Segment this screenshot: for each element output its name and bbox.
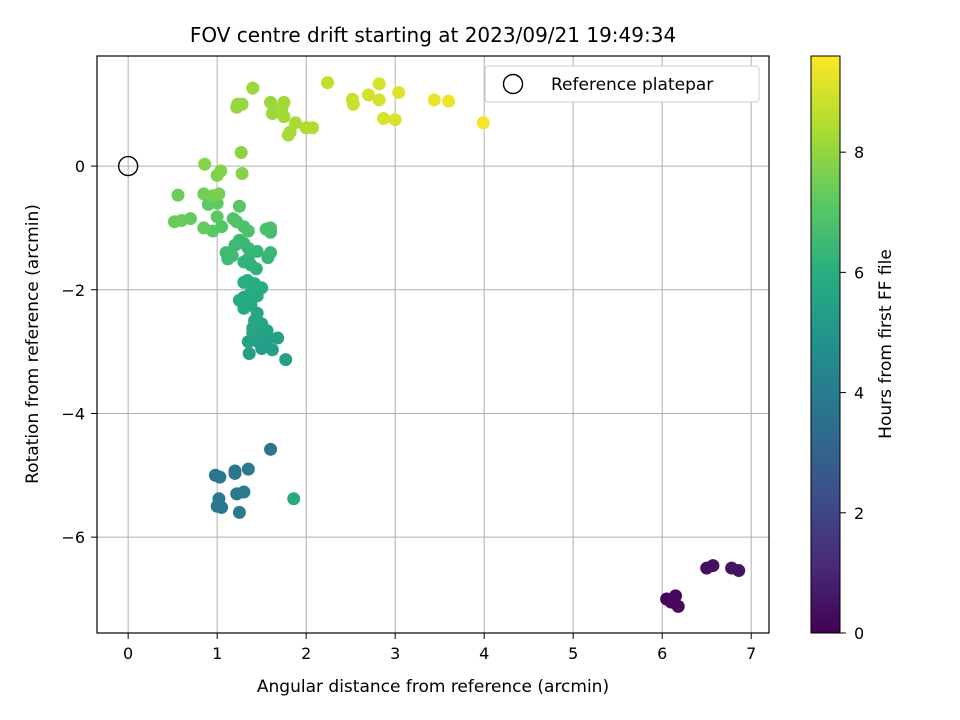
data-point <box>377 111 391 125</box>
data-point <box>288 116 302 130</box>
data-point <box>232 199 246 213</box>
data-point <box>242 346 256 360</box>
grid-lines <box>97 56 769 633</box>
data-point <box>321 76 335 90</box>
data-point <box>213 470 227 484</box>
y-axis-ticks: −6 −4 −2 0 <box>61 157 97 547</box>
data-point <box>250 289 264 303</box>
data-point <box>241 252 255 266</box>
colorbar-tick-label: 2 <box>854 504 864 523</box>
data-point <box>226 212 240 226</box>
data-point <box>264 442 278 456</box>
y-tick-label: 0 <box>75 157 85 176</box>
data-point <box>197 221 211 235</box>
y-tick-label: −2 <box>61 281 85 300</box>
data-point <box>388 113 402 127</box>
colorbar: 0 2 4 6 8 Hours from first FF file <box>810 55 896 643</box>
x-tick-label: 5 <box>568 644 578 663</box>
colorbar-ticks: 0 2 4 6 8 <box>840 143 864 643</box>
data-point <box>171 188 185 202</box>
data-point <box>372 93 386 107</box>
legend: Reference platepar <box>484 65 760 103</box>
data-point <box>234 145 248 159</box>
data-point <box>264 246 278 260</box>
data-point <box>287 492 301 506</box>
reference-platepar-point <box>117 155 139 177</box>
data-point <box>237 485 251 499</box>
x-tick-label: 6 <box>657 644 667 663</box>
data-point <box>255 317 269 331</box>
data-point <box>228 238 242 252</box>
data-point <box>198 157 212 171</box>
x-tick-label: 7 <box>746 644 756 663</box>
colorbar-tick-label: 0 <box>854 624 864 643</box>
data-point <box>228 466 242 480</box>
data-point <box>210 210 224 224</box>
legend-marker-open-circle <box>502 73 524 95</box>
data-point <box>671 599 685 613</box>
data-point <box>246 81 260 95</box>
x-tick-label: 4 <box>479 644 489 663</box>
chart-title: FOV centre drift starting at 2023/09/21 … <box>190 23 676 47</box>
legend-box <box>484 65 760 103</box>
colorbar-tick-label: 4 <box>854 384 864 403</box>
data-point <box>305 121 319 135</box>
data-point <box>215 500 229 514</box>
data-point <box>235 167 249 181</box>
plot-frame <box>96 55 770 634</box>
data-point <box>214 164 228 178</box>
data-point <box>241 335 255 349</box>
data-point <box>241 462 255 476</box>
data-point <box>167 215 181 229</box>
x-tick-label: 3 <box>390 644 400 663</box>
data-point <box>271 331 285 345</box>
data-point <box>732 564 746 578</box>
data-point <box>442 94 456 108</box>
y-tick-label: −6 <box>61 528 85 547</box>
data-point <box>235 97 249 111</box>
data-point <box>361 88 375 102</box>
colorbar-label: Hours from first FF file <box>876 249 896 439</box>
data-point <box>346 97 360 111</box>
data-point <box>248 277 262 291</box>
x-axis-label: Angular distance from reference (arcmin) <box>257 677 609 697</box>
data-point <box>264 225 278 239</box>
data-point <box>476 116 490 130</box>
data-point <box>212 187 226 201</box>
reference-marker <box>117 155 139 177</box>
data-points <box>167 76 746 613</box>
x-tick-label: 0 <box>123 644 133 663</box>
data-point <box>279 353 293 367</box>
data-point <box>427 93 441 107</box>
data-point <box>259 338 273 352</box>
data-point <box>392 85 406 99</box>
x-tick-label: 2 <box>301 644 311 663</box>
data-point <box>372 77 386 91</box>
data-point <box>706 559 720 573</box>
data-point <box>237 301 251 315</box>
data-point <box>232 505 246 519</box>
colorbar-tick-label: 8 <box>854 143 864 162</box>
colorbar-tick-label: 6 <box>854 263 864 282</box>
colorbar-gradient <box>810 55 841 634</box>
y-tick-label: −4 <box>61 404 85 423</box>
x-axis-ticks: 0 1 2 3 4 5 6 7 <box>123 633 756 663</box>
x-tick-label: 1 <box>212 644 222 663</box>
y-axis-label: Rotation from reference (arcmin) <box>23 204 43 484</box>
legend-label: Reference platepar <box>551 75 713 95</box>
data-point <box>277 110 291 124</box>
data-point <box>225 249 239 263</box>
